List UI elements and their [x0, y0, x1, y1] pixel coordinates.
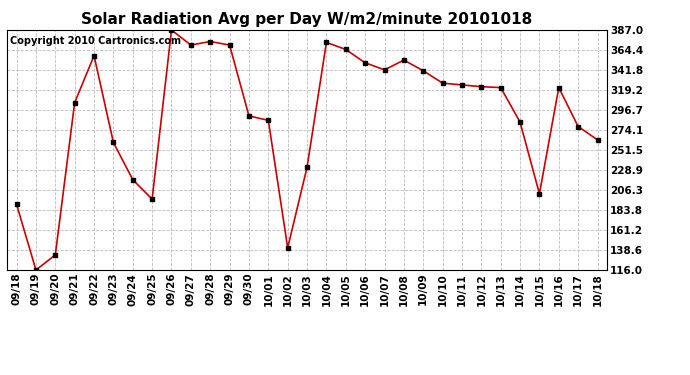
Text: Copyright 2010 Cartronics.com: Copyright 2010 Cartronics.com — [10, 36, 181, 46]
Title: Solar Radiation Avg per Day W/m2/minute 20101018: Solar Radiation Avg per Day W/m2/minute … — [81, 12, 533, 27]
